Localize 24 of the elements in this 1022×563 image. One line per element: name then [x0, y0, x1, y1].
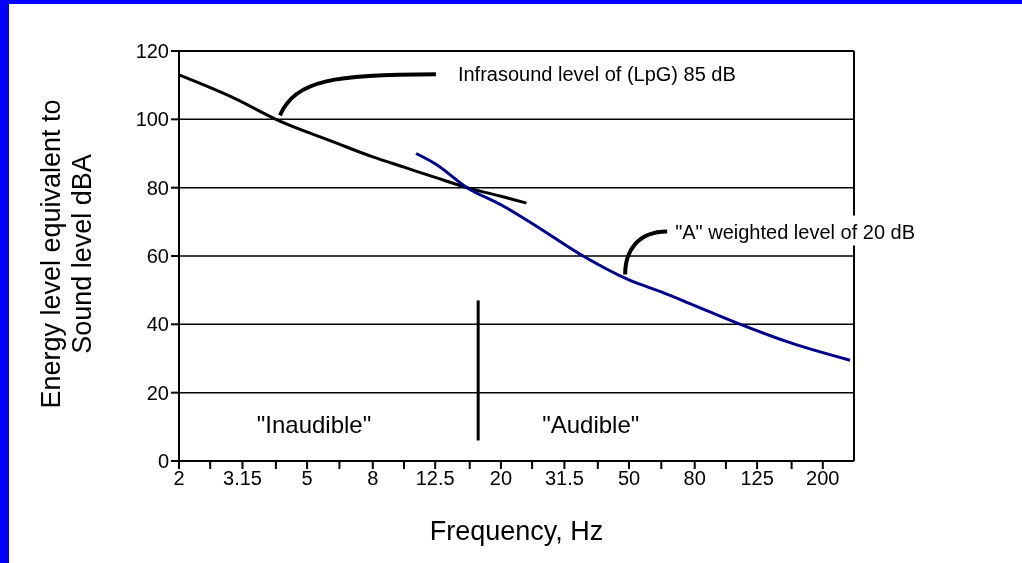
y-tick-label: 40 [146, 313, 169, 336]
x-tick-label: 125 [740, 467, 774, 490]
x-tick-label: 20 [489, 467, 513, 490]
x-tick-label: 200 [806, 467, 840, 490]
x-tick-label: 12.5 [415, 467, 455, 490]
x-tick-label: 80 [683, 467, 706, 490]
y-tick-label: 80 [146, 176, 169, 199]
y-tick-label: 100 [135, 108, 169, 131]
y-tick-label: 120 [135, 40, 169, 63]
x-tick-label: 50 [617, 467, 641, 490]
y-tick-label: 60 [146, 245, 169, 268]
x-tick-label: 3.15 [223, 467, 262, 490]
y-axis-title: Energy level equivalent to Sound level dBA [36, 98, 98, 411]
x-axis-title: Frequency, Hz [428, 516, 605, 547]
y-tick-label: 20 [146, 381, 169, 404]
annotation: "Audible" [542, 411, 640, 438]
y-tick-label: 0 [157, 450, 169, 473]
x-tick-label: 31.5 [544, 467, 584, 490]
x-tick-label: 5 [301, 467, 313, 490]
annotation: "Inaudible" [256, 411, 372, 438]
annotation: Infrasound level of (LpG) 85 dB [457, 63, 736, 86]
x-tick-label: 8 [367, 467, 379, 490]
annotation: "A" weighted level of 20 dB [675, 220, 916, 243]
x-tick-label: 2 [173, 467, 185, 490]
